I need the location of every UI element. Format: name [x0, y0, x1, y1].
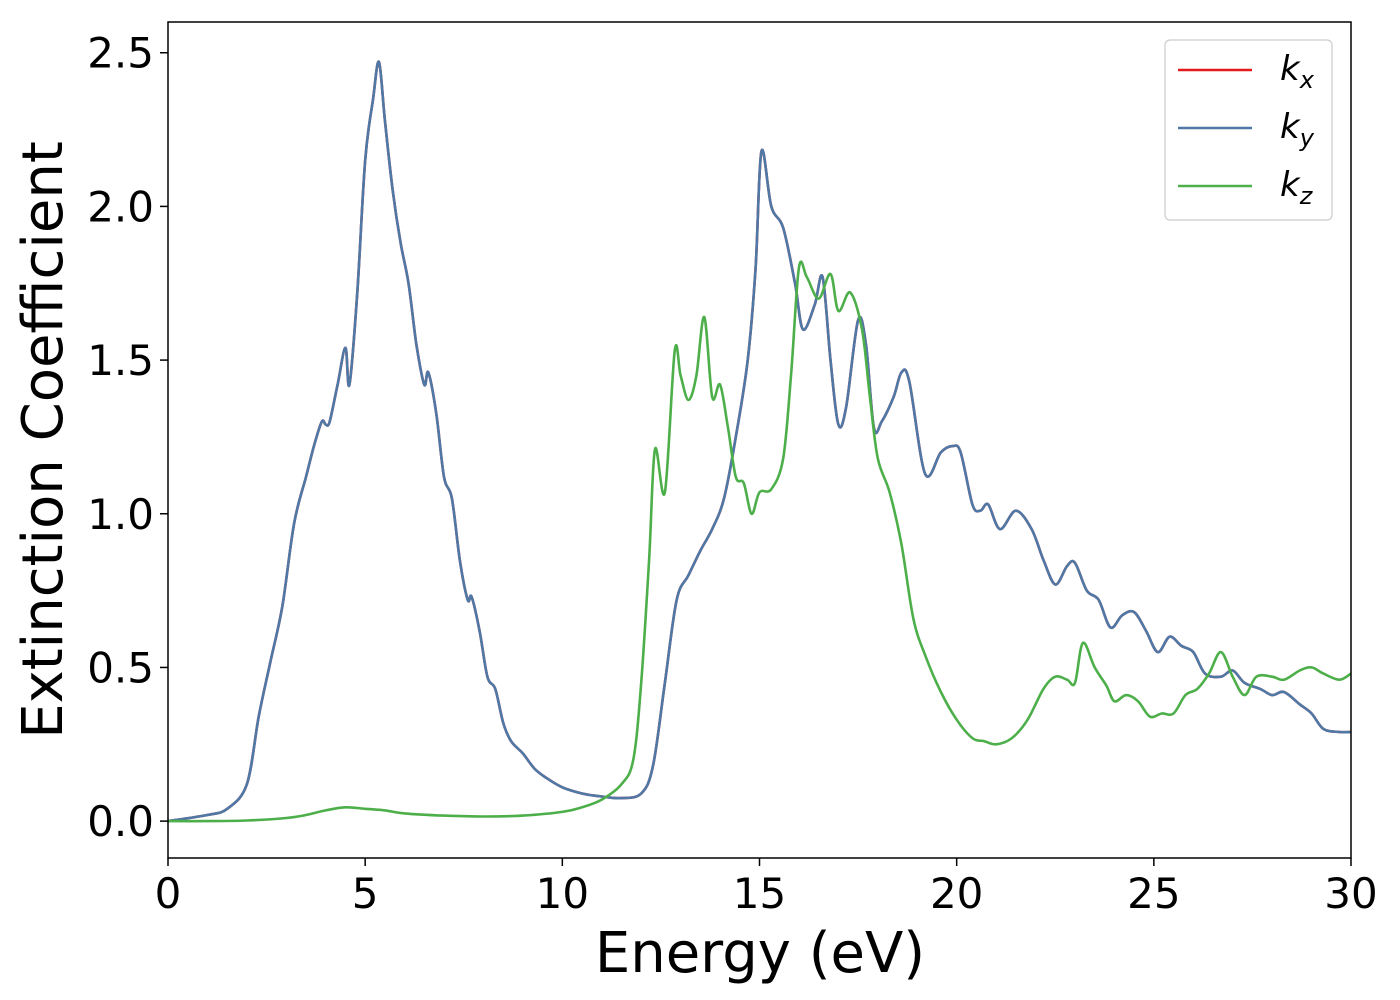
legend-label: kx — [1280, 49, 1315, 94]
series-lines — [168, 60, 1351, 823]
series-line-ky — [168, 60, 1351, 823]
y-tick-label: 2.5 — [87, 29, 154, 78]
y-tick-label: 0.0 — [87, 797, 154, 846]
x-tick-label: 0 — [155, 869, 182, 918]
x-tick-label: 10 — [536, 869, 589, 918]
x-axis-label: Energy (eV) — [595, 921, 925, 986]
legend: kx ky kz — [1164, 39, 1333, 221]
y-axis-ticks: 0.0 0.5 1.0 1.5 2.0 2.5 — [87, 29, 168, 846]
legend-label: kz — [1280, 165, 1314, 210]
legend-label: ky — [1280, 107, 1315, 152]
y-tick-label: 1.5 — [87, 336, 154, 385]
y-tick-label: 2.0 — [87, 182, 154, 231]
legend-box — [1164, 39, 1333, 221]
x-tick-label: 20 — [930, 869, 983, 918]
x-axis-ticks: 0 5 10 15 20 25 30 — [155, 858, 1378, 918]
x-tick-label: 25 — [1127, 869, 1180, 918]
x-tick-label: 5 — [352, 869, 379, 918]
x-tick-label: 15 — [733, 869, 786, 918]
x-tick-label: 30 — [1324, 869, 1377, 918]
y-tick-label: 1.0 — [87, 490, 154, 539]
series-line-kz — [168, 260, 1351, 823]
y-tick-label: 0.5 — [87, 643, 154, 692]
y-axis-label: Extinction Coefficient — [11, 141, 76, 739]
